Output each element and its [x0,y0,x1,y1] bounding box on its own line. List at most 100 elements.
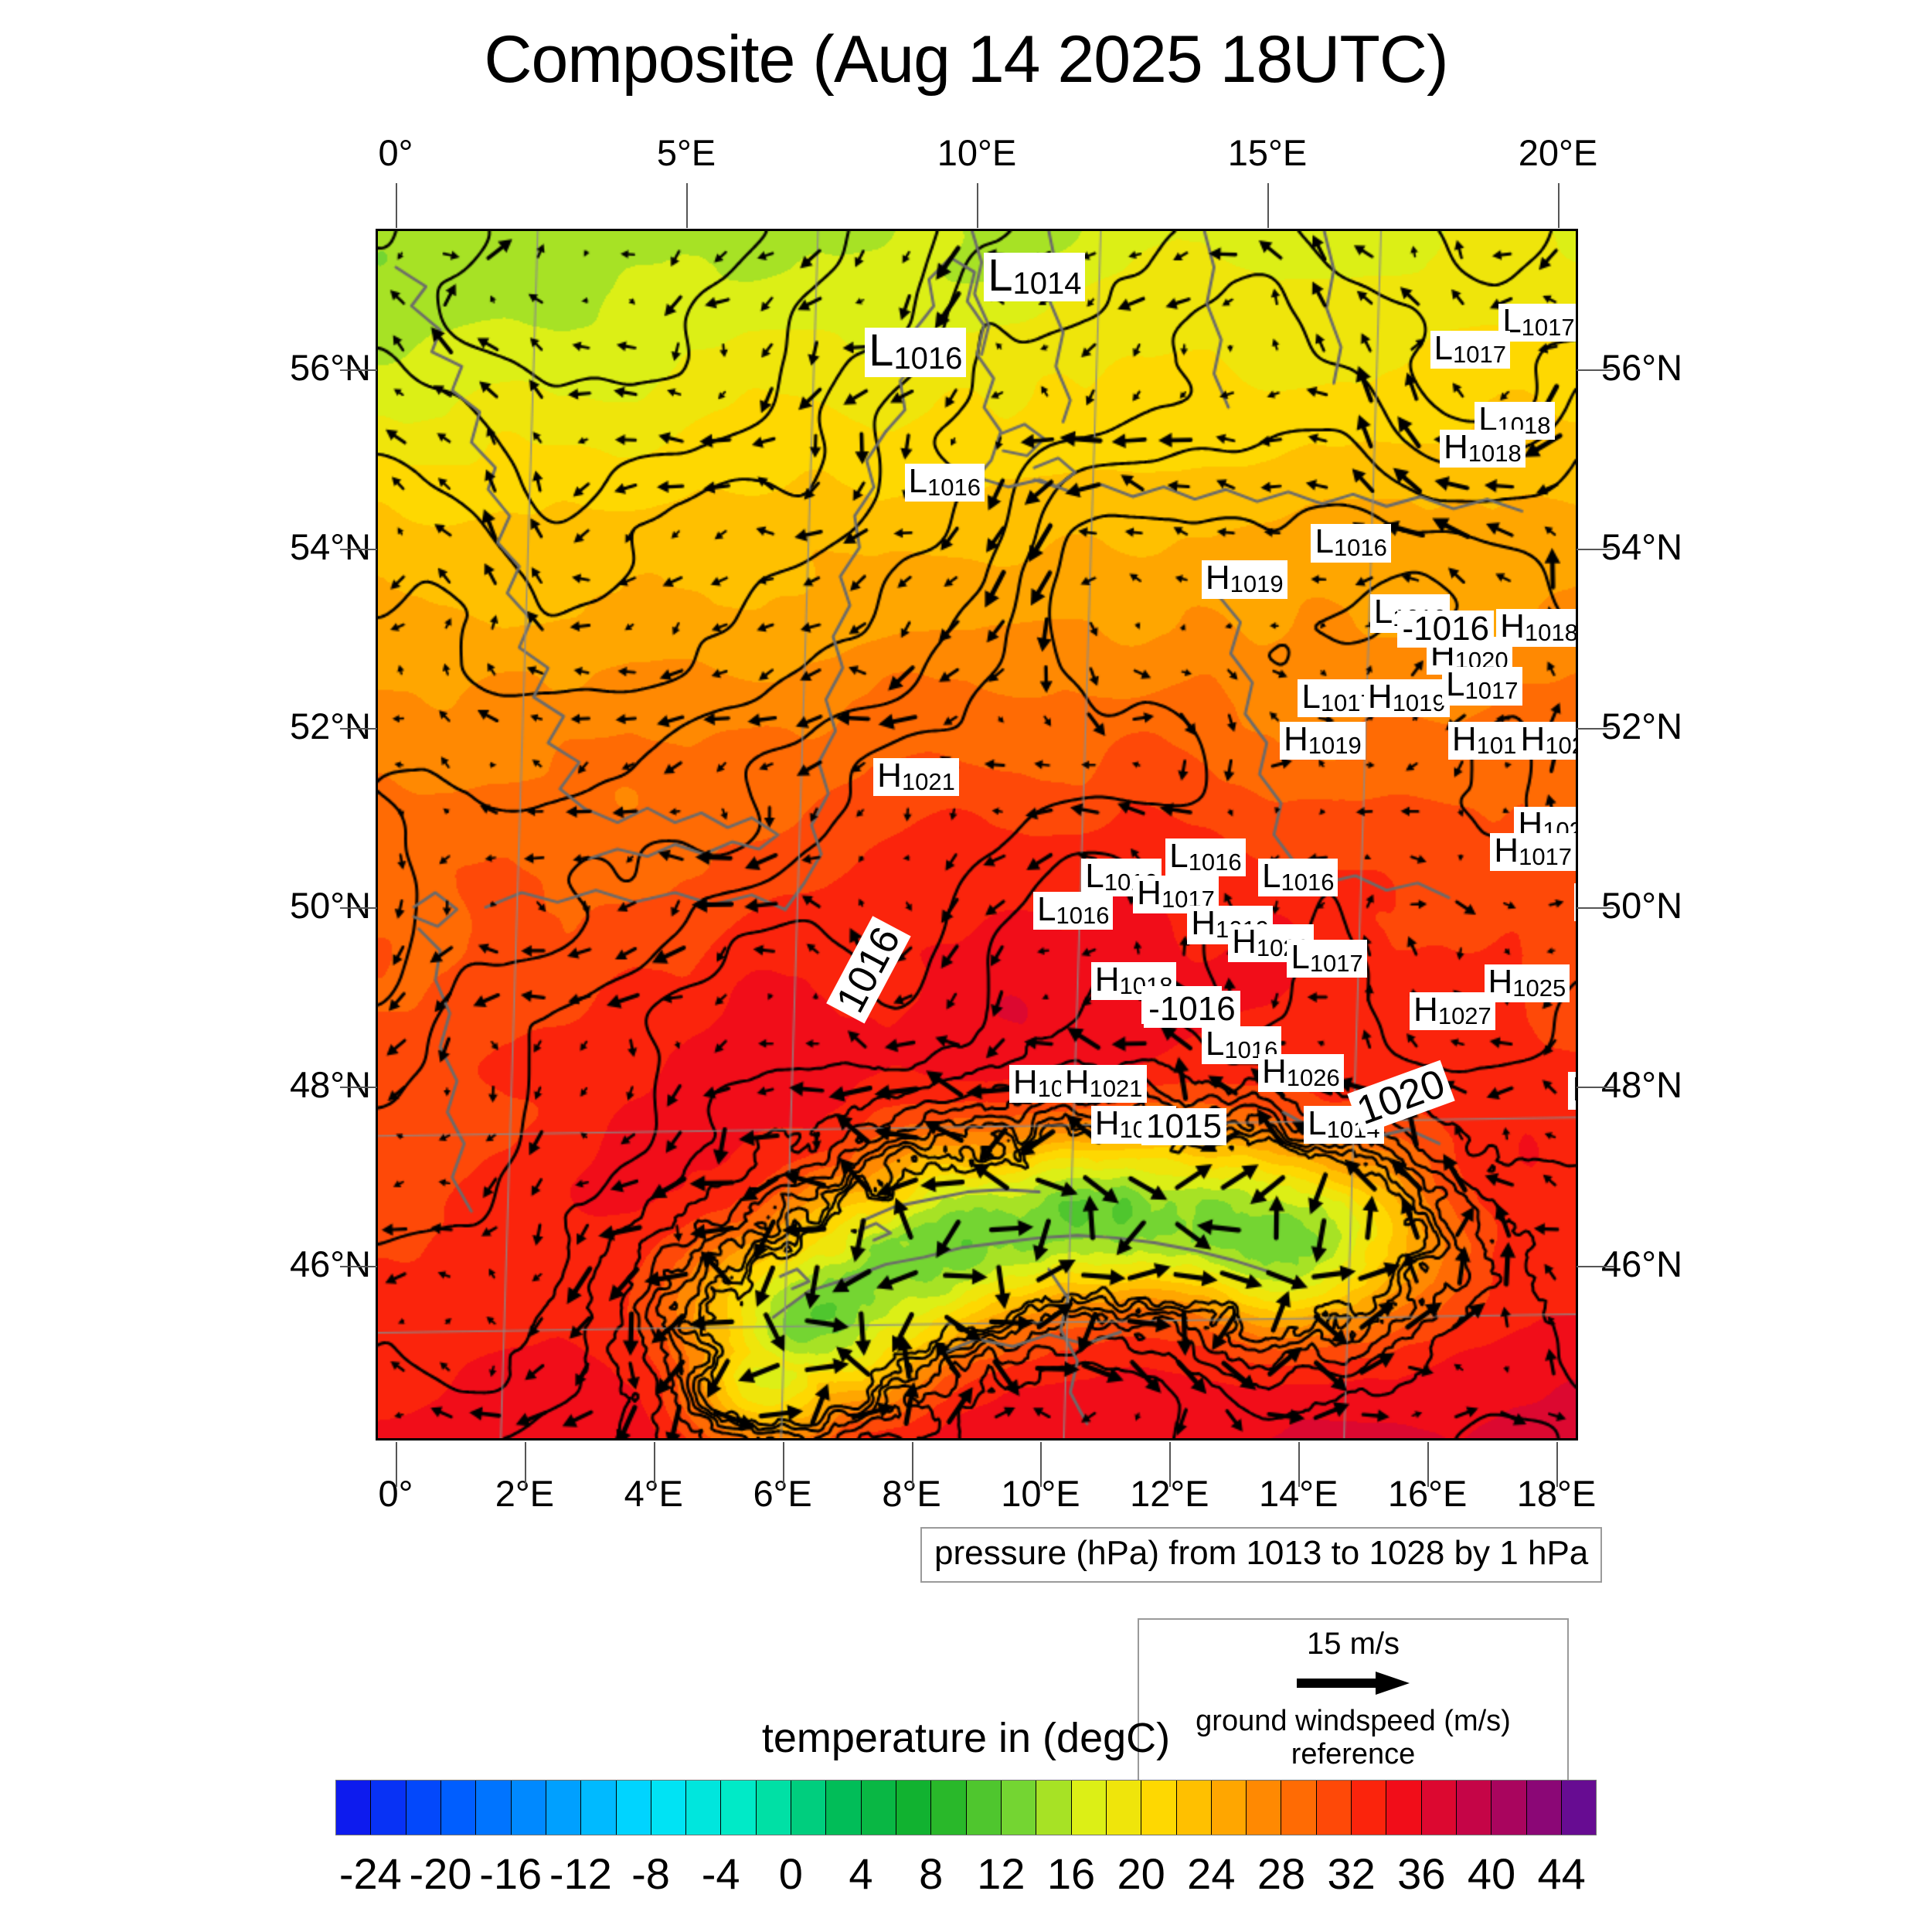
pressure-marker-type: H [1094,1104,1120,1143]
pressure-marker-high: H1019 [1363,679,1450,718]
colorbar-cell [1247,1781,1282,1835]
colorbar-cell [616,1781,651,1835]
axis-tick-mark [340,549,377,550]
colorbar-cell [371,1781,406,1835]
axis-tick-mark [1040,1442,1043,1487]
pressure-marker-value: 1025 [1512,974,1566,1002]
pressure-marker-type: H [1137,874,1162,913]
axis-tick-label: 20°E [1518,132,1598,173]
pressure-marker-high: H1020 [1568,1072,1576,1111]
pressure-marker-value: 1016 [1188,848,1242,876]
colorbar-tick-label: 16 [1046,1849,1096,1898]
colorbar-cell [1036,1781,1072,1835]
pressure-marker-low: L1017 [1430,330,1510,369]
axis-tick-mark [782,1442,784,1487]
pressure-marker-type: L [1205,1024,1225,1063]
pressure-marker-low: L1017 [1287,938,1367,978]
colorbar-cell [861,1781,896,1835]
colorbar-cell [336,1781,372,1835]
pressure-marker-type: H [1012,1063,1038,1101]
colorbar-tick-label: -4 [701,1849,740,1898]
axis-tick-label: 52°N [1601,706,1683,747]
colorbar-cell [1386,1781,1422,1835]
colorbar-tick-label: 40 [1467,1849,1516,1898]
axis-tick-mark [340,728,377,730]
colorbar-cell [651,1781,687,1835]
pressure-marker-high: H1025 [1484,964,1570,1002]
axis-tick-mark [340,1266,377,1267]
temperature-field [378,231,1576,1438]
colorbar[interactable] [335,1780,1597,1835]
pressure-marker-low: L1017 [1498,304,1576,342]
pressure-marker-high: H1019 [1280,722,1366,760]
colorbar-cell [1106,1781,1142,1835]
colorbar-tick-label: 32 [1327,1849,1376,1898]
wind-reference-value: 15 m/s [1306,1627,1400,1661]
axis-tick-label: 46°N [289,1243,371,1284]
colorbar-cell [756,1781,792,1835]
axis-tick-label: 48°N [1601,1064,1683,1105]
colorbar-title: temperature in (degC) [761,1715,1171,1761]
colorbar-cell [896,1781,932,1835]
colorbar-cell [1281,1781,1317,1835]
wind-arrow-icon [1139,1662,1567,1705]
pressure-marker-type: H [1232,922,1257,961]
axis-tick-label: 56°N [1601,347,1683,388]
pressure-marker-high: H1017 [1490,833,1576,872]
axis-tick-label: 52°N [289,706,371,747]
pressure-marker-high: H1021 [873,758,959,797]
colorbar-tick-label: -20 [409,1849,472,1898]
pressure-marker-value: 1017 [1309,950,1363,978]
pressure-marker-type: L [1446,665,1465,704]
axis-tick-mark [1427,1442,1430,1487]
colorbar-tick-label: 20 [1117,1849,1165,1898]
axis-tick-label: 6°E [753,1473,812,1514]
pressure-marker-type: L [1085,857,1104,896]
pressure-marker-high: H1017 [1133,874,1219,914]
axis-tick-mark [1577,369,1614,371]
contour-value-label: -1016 [1144,991,1240,1029]
pressure-marker-type: L [908,462,927,501]
pressure-marker-low: L1016 [1201,1024,1282,1064]
axis-tick-mark [340,907,377,909]
pressure-marker-low: L1016 [904,462,985,502]
pressure-marker-value: 1017 [1519,843,1573,871]
axis-tick-label: 4°E [624,1473,683,1514]
colorbar-cell [1211,1781,1247,1835]
wind-reference-box: 15 m/s ground windspeed (m/s) reference [1138,1618,1569,1781]
pressure-marker-type: H [1520,720,1546,759]
pressure-marker-type: H [1443,428,1468,467]
colorbar-tick-label: -8 [631,1849,670,1898]
pressure-legend-box: pressure (hPa) from 1013 to 1028 by 1 hP… [920,1527,1603,1583]
map-plot-area[interactable]: L1014 L1016 L1017 L1017 L1018 H1018 L1016 L1016… [376,229,1578,1440]
pressure-marker-type: L [1037,889,1056,928]
colorbar-cell [1492,1781,1527,1835]
colorbar-cell [476,1781,512,1835]
colorbar-cell [686,1781,722,1835]
axis-tick-mark [1556,1442,1558,1487]
pressure-marker-type: H [1205,559,1230,597]
axis-tick-label: 54°N [1601,526,1683,567]
colorbar-tick-label: 44 [1537,1849,1586,1898]
pressure-marker-low: L1016 [1033,889,1114,930]
axis-tick-mark [340,1087,377,1088]
pressure-marker-type: L [1291,938,1310,977]
colorbar-tick-label: 4 [849,1849,873,1898]
pressure-marker-value: 1017 [1521,314,1575,342]
pressure-marker-high: H1020 [1516,720,1576,760]
axis-tick-mark [977,183,978,228]
axis-tick-mark [1267,183,1269,228]
pressure-marker-value: 1021 [1089,1074,1143,1102]
pressure-marker-low: L1016 [1165,838,1246,876]
axis-tick-mark [1577,907,1614,909]
colorbar-cell [581,1781,617,1835]
pressure-marker-type: H [1261,1052,1287,1090]
axis-tick-mark [1558,183,1560,228]
pressure-marker-value: 1016 [1281,869,1335,896]
colorbar-cell [1561,1781,1597,1835]
pressure-marker-value: 1019 [1392,689,1446,717]
pressure-marker-value: 1018 [1468,440,1522,468]
pressure-marker-low: L1016 [1311,524,1391,563]
colorbar-tick-label: 28 [1257,1849,1306,1898]
axis-tick-mark [524,1442,526,1487]
